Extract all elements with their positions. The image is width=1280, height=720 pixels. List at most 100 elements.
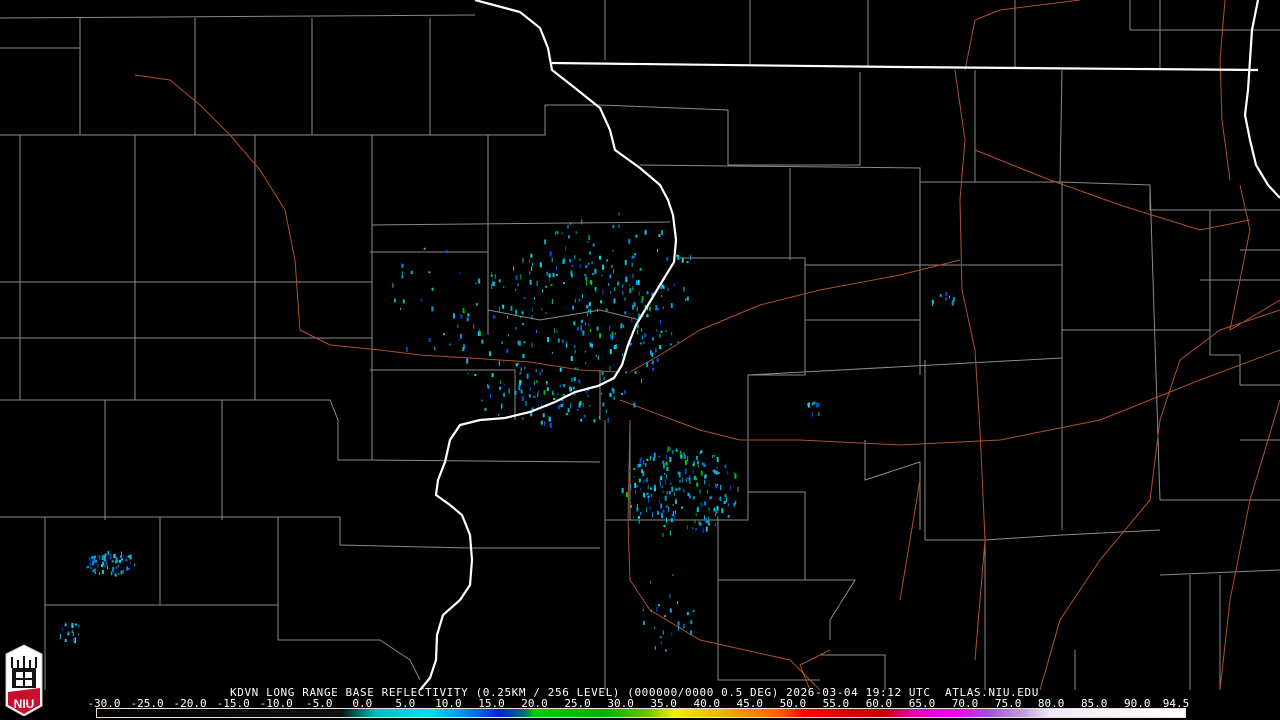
colorbar-tick-label: 65.0 [908,697,936,710]
radar-echo [666,491,668,496]
radar-echo [557,338,560,343]
highway [1039,309,1280,691]
radar-echo [537,392,539,397]
radar-echo [690,620,693,625]
radar-echo [642,492,645,497]
radar-echo [662,490,664,493]
radar-echo [584,322,586,325]
radar-echo [484,407,487,411]
radar-echo [556,231,559,235]
radar-echo [491,373,494,378]
radar-echo [101,569,104,574]
radar-echo [720,484,722,490]
radar-echo [687,456,689,462]
mississippi-river-boundary [419,0,678,691]
radar-echo [719,496,722,501]
radar-echo [101,555,104,561]
radar-echo [521,311,524,315]
radar-echo [609,365,611,371]
radar-echo [612,388,615,394]
radar-echo [544,421,545,427]
radar-echo [585,361,587,364]
radar-echo [664,473,666,475]
radar-echo [646,362,649,368]
radar-echo [613,298,616,304]
radar-echo [659,636,662,639]
radar-echo [733,472,735,475]
radar-echo [478,278,481,284]
radar-echo [615,343,617,349]
radar-echo [630,342,632,345]
radar-echo [642,609,644,611]
radar-echo [650,581,651,584]
radar-echo [601,274,603,277]
radar-echo [104,559,107,563]
radar-echo [657,604,660,607]
radar-echo [92,556,94,562]
radar-echo [660,287,663,290]
radar-echo [672,510,674,516]
radar-echo [633,256,636,258]
radar-echo [547,337,550,343]
radar-echo [681,258,684,263]
radar-echo [410,271,413,274]
radar-echo [652,337,654,341]
county-line [599,104,729,165]
radar-echo [517,362,519,365]
radar-echo [561,398,564,402]
radar-echo [679,450,682,456]
radar-echo [712,454,714,458]
radar-echo [715,470,718,475]
county-line [0,104,600,136]
radar-echo [951,300,954,306]
radar-echo [703,515,705,521]
radar-echo [104,553,107,557]
radar-echo [72,632,74,637]
radar-echo [624,297,626,301]
radar-echo [475,282,477,285]
radar-echo [696,507,699,513]
radar-echo [663,525,666,527]
radar-echo [704,464,706,467]
radar-echo [708,523,711,526]
radar-echo [568,235,570,239]
radar-echo [667,446,670,452]
radar-echo [501,341,503,345]
radar-echo [594,287,597,291]
radar-echo [651,360,654,365]
colorbar-tick-label: 30.0 [607,697,634,710]
radar-echo [690,254,692,260]
radar-echo [716,505,719,511]
highway [627,419,821,691]
radar-echo [643,341,645,345]
radar-echo [710,495,712,499]
radar-echo [517,283,519,287]
radar-echo [713,469,716,474]
radar-echo [659,482,661,487]
radar-echo [64,639,67,642]
radar-echo [601,371,604,375]
radar-echo [88,557,90,560]
radar-echo [562,403,564,406]
radar-echo [570,222,572,225]
radar-echo [559,367,562,372]
radar-echo [503,384,505,387]
radar-echo [654,626,656,629]
radar-echo [663,285,665,290]
radar-echo [671,513,674,517]
radar-echo [563,393,566,396]
radar-echo [692,496,695,500]
radar-echo [572,305,574,310]
radar-echo [636,307,638,312]
radar-echo [550,283,553,286]
radar-echo [524,366,526,370]
radar-echo [661,513,663,519]
radar-echo [574,390,576,396]
radar-echo [609,392,612,397]
radar-echo [669,482,672,485]
radar-echo [612,249,614,252]
radar-echo [592,273,595,276]
radar-echo [632,273,634,278]
county-line [371,221,671,226]
